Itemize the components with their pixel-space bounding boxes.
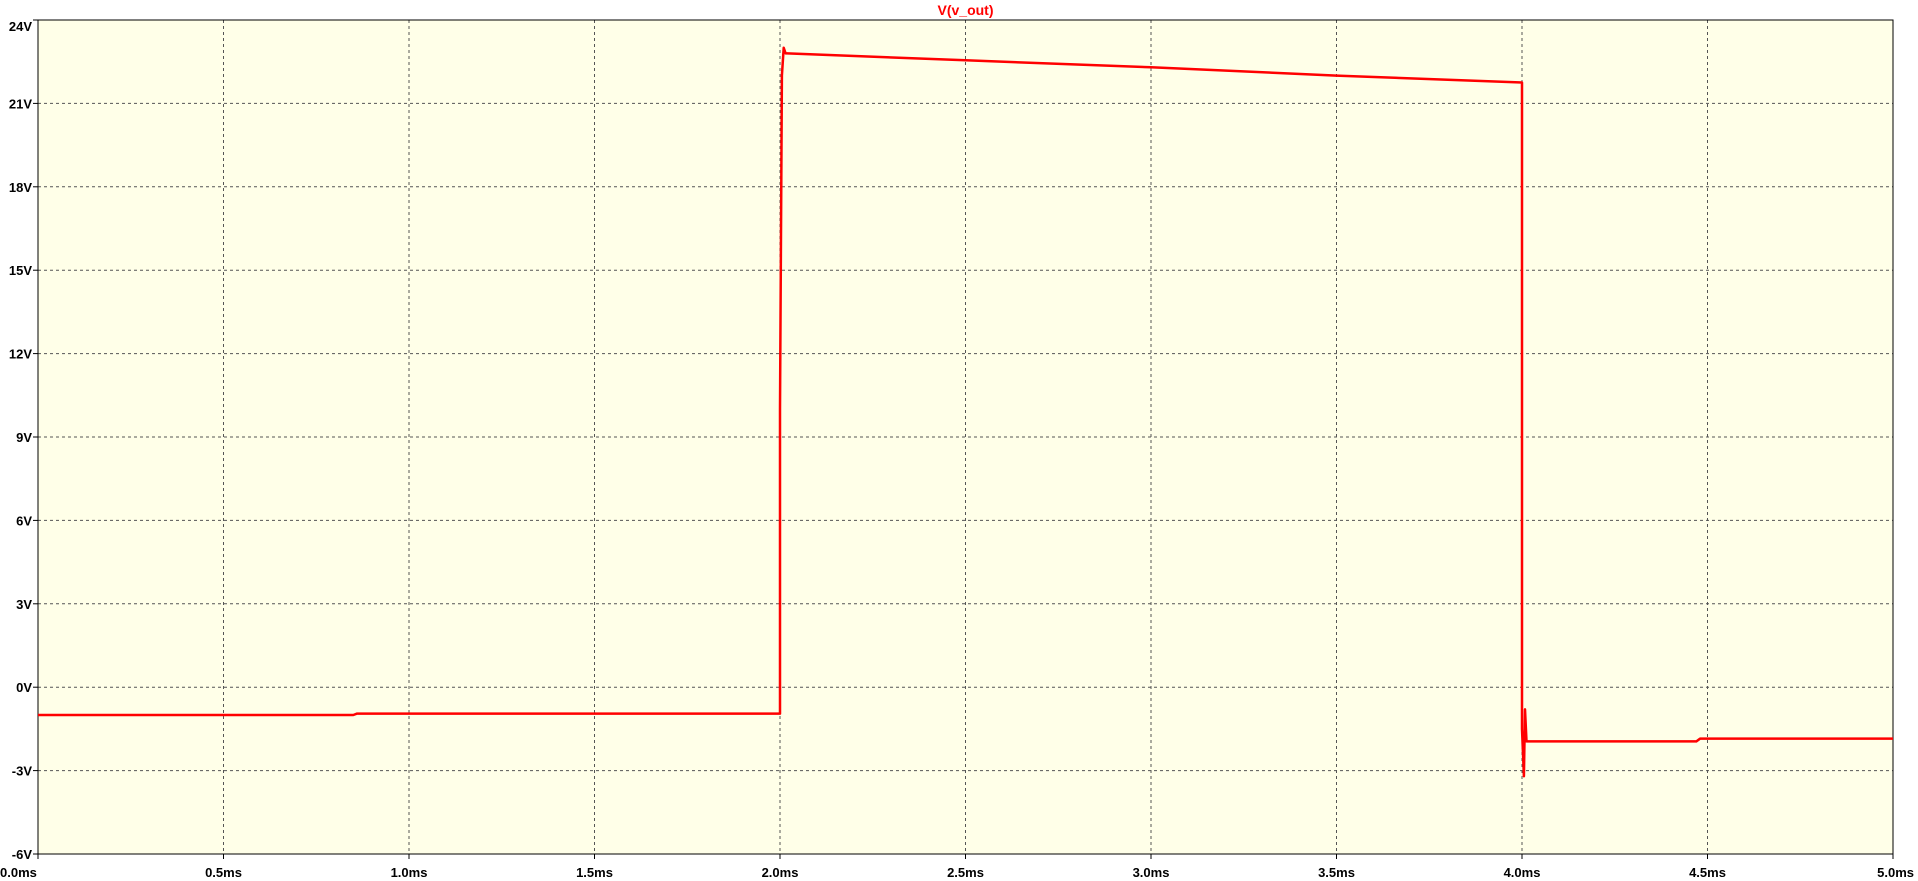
- x-tick-label: 2.5ms: [947, 865, 984, 880]
- y-tick-label: 6V: [16, 513, 32, 528]
- y-tick-label: 3V: [16, 597, 32, 612]
- x-tick-label: 3.0ms: [1133, 865, 1170, 880]
- y-tick-label: 9V: [16, 430, 32, 445]
- y-tick-label: 12V: [9, 347, 32, 362]
- y-tick-label: -3V: [12, 764, 33, 779]
- y-tick-label: -6V: [12, 847, 33, 862]
- tick-marks: [33, 19, 1894, 859]
- x-tick-label: 1.5ms: [576, 865, 613, 880]
- y-tick-labels: -6V -3V 0V 3V 6V 9V 12V 15V 18V 21V 24V: [9, 19, 32, 862]
- x-tick-label: 0.0ms: [0, 865, 37, 880]
- x-tick-labels: 0.0ms 0.5ms 1.0ms 1.5ms 2.0ms 2.5ms 3.0ms 3.5ms…: [0, 865, 1914, 880]
- y-tick-label: 0V: [16, 680, 32, 695]
- y-tick-label: 15V: [9, 263, 32, 278]
- y-tick-label: 18V: [9, 180, 32, 195]
- x-tick-label: 4.5ms: [1689, 865, 1726, 880]
- trace-v-out-line: [38, 46, 1893, 778]
- traces: [38, 46, 1893, 778]
- x-tick-label: 3.5ms: [1318, 865, 1355, 880]
- x-tick-label: 4.0ms: [1504, 865, 1541, 880]
- x-tick-label: 1.0ms: [391, 865, 428, 880]
- trace-label-v-out[interactable]: V(v_out): [938, 2, 994, 18]
- x-tick-label: 5.0ms: [1877, 865, 1914, 880]
- y-tick-label: 21V: [9, 96, 32, 111]
- x-tick-label: 2.0ms: [762, 865, 799, 880]
- x-tick-label: 0.5ms: [205, 865, 242, 880]
- y-tick-label: 24V: [9, 19, 32, 34]
